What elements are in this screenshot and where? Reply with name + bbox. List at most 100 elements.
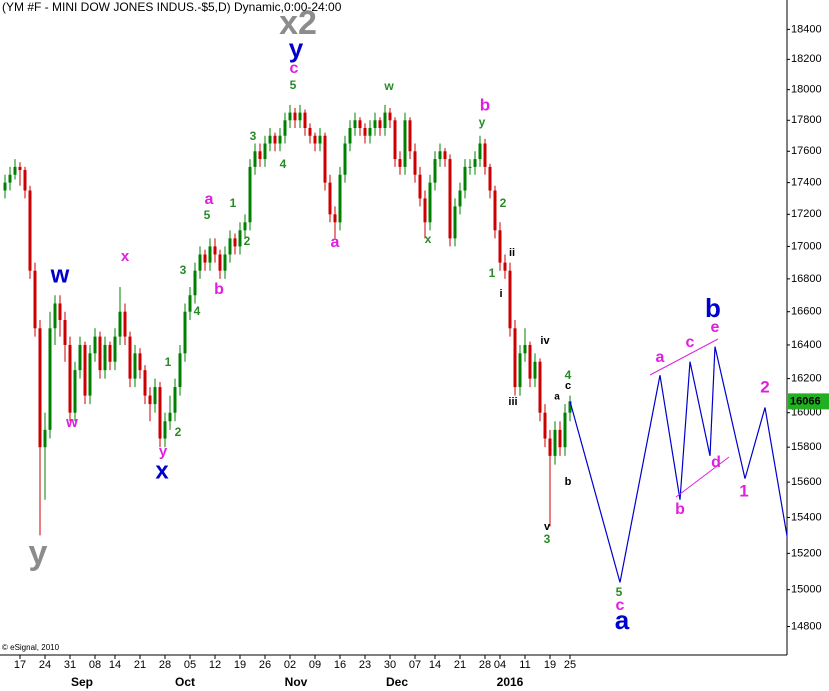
- candle-body: [338, 174, 342, 223]
- candle-body: [123, 311, 127, 337]
- candle-body: [383, 112, 387, 128]
- wave-label: 5: [204, 208, 211, 222]
- wave-label: x: [121, 248, 130, 265]
- candle-body: [68, 344, 72, 413]
- candle-body: [58, 303, 62, 320]
- candle-body: [268, 135, 272, 144]
- y-tick-label: 16600: [791, 306, 822, 318]
- candle-body: [408, 120, 412, 152]
- month-label: Nov: [285, 675, 308, 689]
- candle-body: [178, 353, 182, 388]
- projection-line: [569, 346, 787, 583]
- wave-label: a: [331, 234, 340, 251]
- candle-body: [78, 344, 82, 371]
- y-tick-label: 17000: [791, 240, 822, 252]
- candle-body: [53, 303, 57, 329]
- candle-body: [378, 120, 382, 128]
- candle-body: [33, 270, 37, 329]
- footnote: © eSignal, 2010: [2, 643, 60, 652]
- candle-body: [3, 182, 7, 191]
- candle-body: [98, 336, 102, 371]
- candle-body: [73, 370, 77, 413]
- candle-body: [83, 344, 87, 396]
- x-tick-label: 24: [39, 659, 51, 671]
- candle-body: [493, 190, 497, 231]
- x-tick-label: 05: [184, 659, 196, 671]
- candle-body: [518, 353, 522, 388]
- candle-body: [163, 421, 167, 439]
- y-tick-label: 18200: [791, 53, 822, 65]
- wave-label: 1: [739, 481, 748, 500]
- x-tick-label: 23: [359, 659, 371, 671]
- month-label: 2016: [497, 675, 524, 689]
- candle-body: [213, 246, 217, 255]
- wave-label: x: [425, 232, 432, 246]
- wave-label: y: [289, 33, 304, 63]
- wave-label: i: [499, 288, 502, 300]
- candle-body: [133, 353, 137, 379]
- candle-body: [473, 159, 477, 167]
- wave-label: iii: [508, 396, 517, 408]
- x-tick-label: 21: [134, 659, 146, 671]
- candle-body: [108, 344, 112, 362]
- candle-body: [128, 336, 132, 379]
- y-tick-label: 15400: [791, 511, 822, 523]
- wave-label: 5: [290, 78, 297, 92]
- x-tick-label: 11: [519, 659, 530, 671]
- wave-label: a: [205, 191, 214, 208]
- candle-body: [183, 311, 187, 354]
- candle-body: [468, 166, 472, 168]
- wave-label: e: [711, 319, 720, 336]
- x-tick-label: 19: [234, 659, 246, 671]
- candle-body: [323, 135, 327, 183]
- candle-body: [228, 238, 232, 255]
- candle-body: [93, 336, 97, 354]
- month-label: Oct: [175, 675, 195, 689]
- candle-body: [263, 143, 267, 160]
- wave-label: x: [155, 457, 169, 484]
- candle-body: [328, 182, 332, 215]
- wave-label: c: [616, 597, 625, 614]
- y-tick-label: 18000: [791, 84, 822, 96]
- x-tick-label: 28: [479, 659, 491, 671]
- candle-body: [188, 295, 192, 312]
- candle-body: [438, 151, 442, 160]
- candle-body: [278, 135, 282, 144]
- wave-label: c: [565, 380, 571, 392]
- candle-body: [168, 412, 172, 422]
- x-tick-label: 19: [544, 659, 556, 671]
- candle-body: [258, 151, 262, 160]
- candle-body: [143, 370, 147, 396]
- candle-body: [503, 262, 507, 271]
- candle-body: [118, 311, 122, 337]
- x-tick-label: 12: [209, 659, 221, 671]
- candle-body: [193, 270, 197, 296]
- candle-body: [198, 254, 202, 271]
- candle-body: [88, 353, 92, 396]
- candle-body: [28, 190, 32, 271]
- x-tick-label: 30: [384, 659, 396, 671]
- x-tick-label: 16: [334, 659, 346, 671]
- y-tick-label: 18400: [791, 23, 822, 35]
- wave-label: 1: [230, 196, 237, 210]
- candle-body: [208, 246, 212, 263]
- month-label: Sep: [71, 675, 93, 689]
- x-tick-label: 14: [109, 659, 121, 671]
- wave-label: c: [290, 60, 299, 77]
- y-tick-label: 17600: [791, 145, 822, 157]
- candle-body: [313, 135, 317, 144]
- candle-body: [8, 174, 12, 183]
- candle-body: [523, 344, 527, 354]
- candle-body: [448, 159, 452, 239]
- chart-title: (YM #F - MINI DOW JONES INDUS.-$5,D) Dyn…: [2, 0, 342, 14]
- y-tick-label: 15000: [791, 584, 822, 596]
- candle-body: [218, 254, 222, 271]
- wave-label: 3: [180, 263, 187, 277]
- candle-body: [238, 230, 242, 247]
- candle-body: [413, 151, 417, 175]
- candle-body: [403, 120, 407, 167]
- candle-body: [343, 143, 347, 175]
- candle-body: [158, 387, 162, 439]
